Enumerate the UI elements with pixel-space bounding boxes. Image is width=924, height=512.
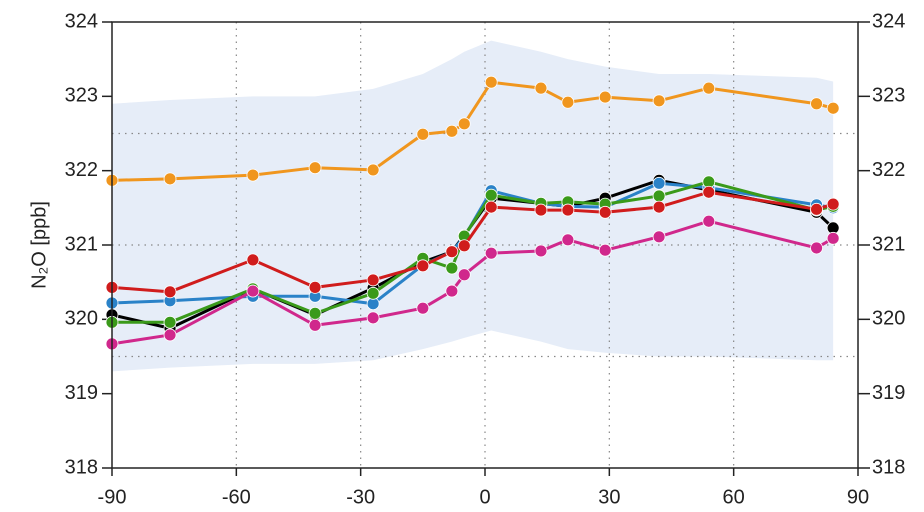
y-tick-label: 320	[65, 308, 98, 330]
series-marker	[598, 243, 612, 257]
x-tick-label: 30	[598, 486, 620, 508]
series-marker	[308, 280, 322, 294]
series-marker	[826, 197, 840, 211]
series-marker	[810, 202, 823, 216]
series-marker	[652, 94, 666, 108]
x-tick-label: -30	[346, 486, 375, 508]
series-marker	[308, 306, 322, 320]
series-marker	[652, 230, 666, 244]
y2-tick-label: 324	[872, 10, 905, 32]
series-marker	[366, 273, 380, 287]
series-marker	[484, 75, 498, 89]
y-tick-label: 324	[65, 10, 98, 32]
series-marker	[457, 117, 471, 131]
series-marker	[163, 328, 177, 342]
y-tick-label: 318	[65, 456, 98, 478]
series-marker	[445, 261, 459, 275]
series-marker	[308, 161, 322, 175]
series-marker	[652, 200, 666, 214]
y2-tick-label: 322	[872, 159, 905, 181]
series-marker	[810, 241, 823, 255]
series-marker	[561, 203, 575, 217]
series-marker	[484, 246, 498, 260]
series-marker	[416, 301, 430, 315]
series-marker	[246, 284, 260, 298]
series-line	[111, 80, 834, 182]
series-marker	[163, 315, 177, 329]
series-marker	[598, 205, 612, 219]
series-marker	[457, 268, 471, 282]
y2-tick-label: 319	[872, 382, 905, 404]
y-tick-label: 319	[65, 382, 98, 404]
series-marker	[163, 285, 177, 299]
series-marker	[445, 245, 459, 259]
series-marker	[702, 214, 716, 228]
series-marker	[163, 172, 177, 186]
series-marker	[810, 97, 823, 111]
y-tick-label: 322	[65, 159, 98, 181]
series-marker	[561, 233, 575, 247]
y-tick-label: 321	[65, 233, 98, 255]
series-marker	[534, 244, 548, 258]
series-marker	[445, 124, 459, 138]
series-marker	[702, 81, 716, 95]
series-marker	[416, 259, 430, 273]
series-marker	[702, 185, 716, 199]
series-marker	[246, 168, 260, 182]
y2-tick-label: 323	[872, 85, 905, 107]
y2-tick-label: 318	[872, 456, 905, 478]
y2-tick-label: 321	[872, 233, 905, 255]
series-marker	[366, 311, 380, 325]
series-marker	[308, 318, 322, 332]
series-line	[112, 180, 834, 324]
x-tick-label: -90	[98, 486, 127, 508]
x-tick-label: 60	[723, 486, 745, 508]
y-axis-label: N₂O [ppb]	[28, 201, 50, 289]
series-marker	[457, 239, 471, 253]
series-marker	[598, 90, 612, 104]
series-marker	[826, 231, 840, 245]
x-tick-label: -60	[222, 486, 251, 508]
series-marker	[561, 95, 575, 109]
series-marker	[534, 203, 548, 217]
series-marker	[416, 127, 430, 141]
series-marker	[484, 200, 498, 214]
series-marker	[534, 81, 548, 95]
series-marker	[652, 189, 666, 203]
series-marker	[366, 163, 380, 177]
series-marker	[652, 176, 666, 190]
x-tick-label: 0	[479, 486, 490, 508]
spread-band	[112, 40, 834, 372]
series-line	[111, 190, 834, 294]
y2-tick-label: 320	[872, 308, 905, 330]
series-marker	[484, 188, 498, 202]
series-line	[111, 219, 834, 346]
x-tick-label: 90	[847, 486, 869, 508]
series-marker	[826, 101, 840, 115]
series-marker	[246, 253, 260, 267]
plot-frame	[111, 21, 859, 469]
series-marker	[445, 284, 459, 298]
series-marker	[366, 286, 380, 300]
y-tick-label: 323	[65, 85, 98, 107]
